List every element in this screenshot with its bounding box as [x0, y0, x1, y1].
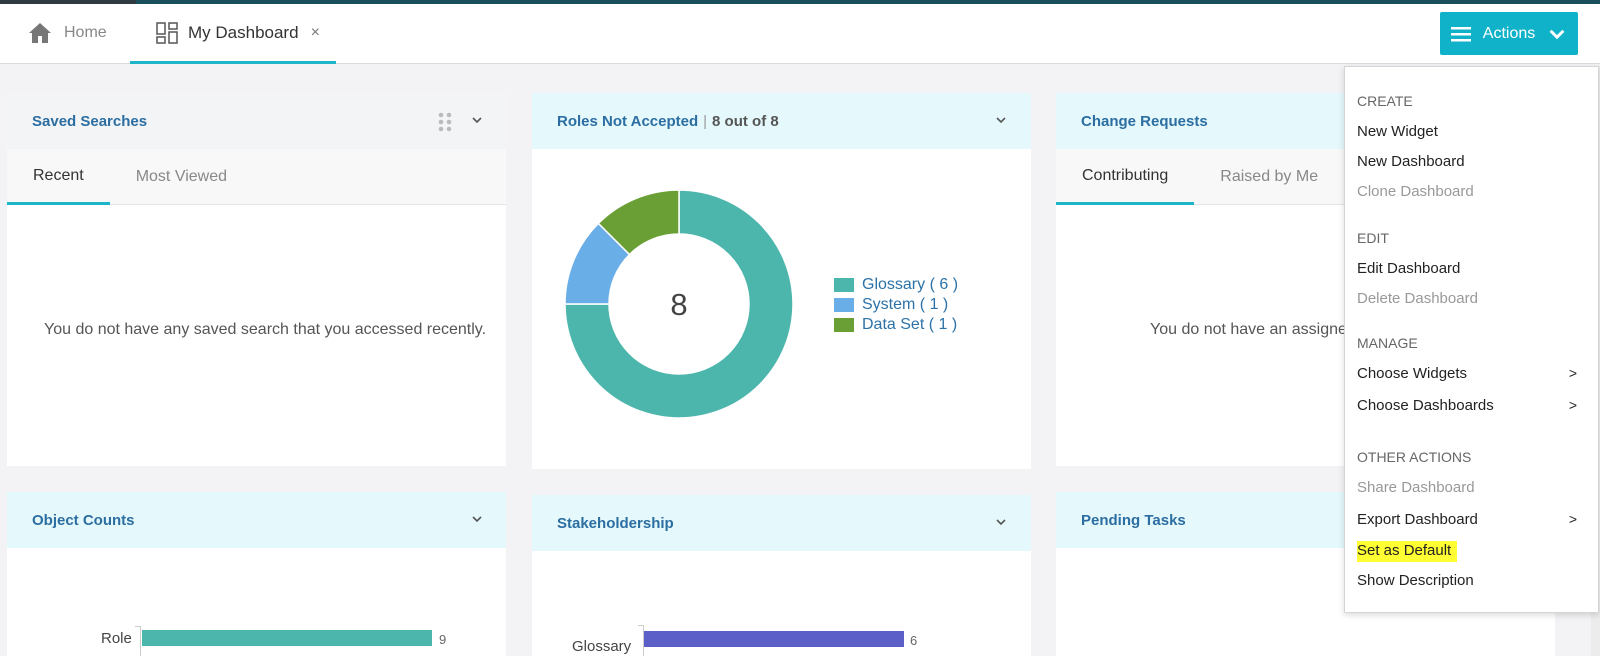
menu-item-choose-widgets[interactable]: Choose Widgets > — [1357, 365, 1577, 382]
legend-label: System ( 1 ) — [862, 296, 949, 313]
menu-item-label: Choose Widgets — [1357, 365, 1468, 382]
menu-section-other-actions: OTHER ACTIONS — [1357, 449, 1472, 465]
chevron-down-icon[interactable] — [994, 113, 1008, 127]
legend-item[interactable]: Data Set ( 1 ) — [834, 315, 958, 335]
menu-item-label: Edit Dashboard — [1357, 260, 1461, 277]
widget-stakeholdership: Stakeholdership Glossary 6 — [532, 495, 1031, 656]
axis-tick — [638, 625, 643, 626]
menu-item-share-dashboard: Share Dashboard — [1357, 479, 1577, 496]
widget-object-counts: Object Counts Role 9 — [7, 492, 506, 656]
menu-item-new-dashboard[interactable]: New Dashboard — [1357, 153, 1577, 170]
widget-title: Saved Searches — [32, 112, 148, 130]
menu-item-label: Export Dashboard — [1357, 511, 1478, 528]
widget-title: Stakeholdership — [557, 514, 674, 532]
submenu-arrow-icon: > — [1568, 365, 1577, 381]
menu-section-create: CREATE — [1357, 93, 1413, 109]
widget-title: Roles Not Accepted — [557, 112, 699, 130]
widget-header: Roles Not Accepted | 8 out of 8 — [532, 93, 1031, 149]
title-separator: | — [703, 112, 708, 130]
widget-title: Change Requests — [1081, 112, 1208, 130]
menu-item-label: Clone Dashboard — [1357, 183, 1474, 200]
axis-line — [643, 625, 644, 656]
chevron-down-icon[interactable] — [994, 515, 1008, 529]
menu-item-show-description[interactable]: Show Description — [1357, 572, 1577, 589]
widget-header: Saved Searches — [7, 93, 506, 149]
donut-slice-data-set[interactable] — [597, 189, 680, 256]
legend-swatch — [834, 318, 854, 332]
menu-item-set-as-default[interactable]: Set as Default — [1357, 541, 1577, 562]
tab-recent[interactable]: Recent — [7, 149, 110, 205]
tab-my-dashboard[interactable]: My Dashboard × — [130, 4, 336, 64]
actions-dropdown-menu: CREATE New Widget New Dashboard Clone Da… — [1344, 66, 1599, 613]
legend-item[interactable]: System ( 1 ) — [834, 295, 958, 315]
tab-most-viewed[interactable]: Most Viewed — [135, 168, 228, 185]
menu-item-edit-dashboard[interactable]: Edit Dashboard — [1357, 260, 1577, 277]
menu-item-label: Show Description — [1357, 572, 1474, 589]
menu-item-label: Set as Default — [1357, 541, 1458, 562]
chevron-down-icon[interactable] — [470, 512, 484, 526]
axis-line — [140, 626, 141, 656]
widget-tabs: Recent Most Viewed — [7, 149, 506, 205]
widget-header: Object Counts — [7, 492, 506, 548]
widget-subtitle: 8 out of 8 — [712, 112, 779, 130]
widget-roles-not-accepted: Roles Not Accepted | 8 out of 8 8 Glossa… — [532, 93, 1031, 469]
menu-item-delete-dashboard: Delete Dashboard — [1357, 290, 1577, 307]
hamburger-icon — [1450, 26, 1471, 41]
submenu-arrow-icon: > — [1568, 397, 1577, 413]
widget-title: Pending Tasks — [1081, 511, 1186, 529]
menu-item-clone-dashboard: Clone Dashboard — [1357, 183, 1577, 200]
menu-item-label: Delete Dashboard — [1357, 290, 1478, 307]
drag-handle-icon[interactable] — [437, 111, 453, 133]
bar-value-label: 9 — [439, 632, 447, 647]
chevron-down-icon — [1549, 29, 1565, 39]
bar-value-label: 6 — [910, 633, 918, 648]
chart-legend: Glossary ( 6 ) System ( 1 ) Data Set ( 1… — [834, 275, 958, 335]
widget-title: Object Counts — [32, 511, 135, 529]
menu-item-choose-dashboards[interactable]: Choose Dashboards > — [1357, 397, 1577, 414]
chart-bar[interactable] — [644, 631, 904, 647]
tab-raised-by-me[interactable]: Raised by Me — [1220, 168, 1319, 185]
legend-swatch — [834, 278, 854, 292]
dashboard-icon — [156, 21, 178, 44]
legend-label: Data Set ( 1 ) — [862, 316, 958, 333]
menu-section-edit: EDIT — [1357, 230, 1389, 246]
close-tab-icon[interactable]: × — [310, 23, 320, 41]
actions-button[interactable]: Actions — [1440, 12, 1578, 55]
chart-bar[interactable] — [142, 630, 432, 646]
legend-item[interactable]: Glossary ( 6 ) — [834, 275, 958, 295]
menu-item-new-widget[interactable]: New Widget — [1357, 123, 1577, 140]
menu-item-label: New Widget — [1357, 123, 1438, 140]
legend-swatch — [834, 298, 854, 312]
donut-slice-glossary[interactable] — [564, 189, 794, 419]
widget-saved-searches: Saved Searches Recent Most Viewed You do… — [7, 93, 506, 466]
axis-tick — [135, 626, 140, 627]
donut-center-value: 8 — [670, 287, 687, 322]
legend-label: Glossary ( 6 ) — [862, 276, 959, 293]
tab-my-dashboard-label: My Dashboard — [188, 22, 299, 42]
submenu-arrow-icon: > — [1568, 511, 1577, 527]
top-accent-dark — [0, 0, 136, 4]
top-navbar: Home My Dashboard × Actions — [0, 4, 1600, 64]
empty-message: You do not have any saved search that yo… — [44, 321, 487, 338]
menu-item-label: Choose Dashboards — [1357, 397, 1494, 414]
donut-chart: 8 — [564, 189, 794, 419]
tab-contributing[interactable]: Contributing — [1056, 149, 1195, 205]
menu-section-manage: MANAGE — [1357, 335, 1418, 351]
home-icon — [29, 23, 51, 43]
menu-item-label: Share Dashboard — [1357, 479, 1475, 496]
menu-item-export-dashboard[interactable]: Export Dashboard > — [1357, 511, 1577, 528]
empty-message: You do not have an assigned — [1150, 321, 1356, 338]
tab-home[interactable]: Home — [28, 22, 107, 44]
bar-category-label: Role — [101, 630, 132, 647]
tab-home-label: Home — [64, 24, 107, 41]
actions-button-label: Actions — [1482, 24, 1536, 42]
widget-header: Stakeholdership — [532, 495, 1031, 551]
chevron-down-icon[interactable] — [470, 113, 484, 127]
menu-item-label: New Dashboard — [1357, 153, 1465, 170]
bar-category-label: Glossary — [572, 638, 632, 655]
top-accent-line — [0, 0, 1600, 4]
